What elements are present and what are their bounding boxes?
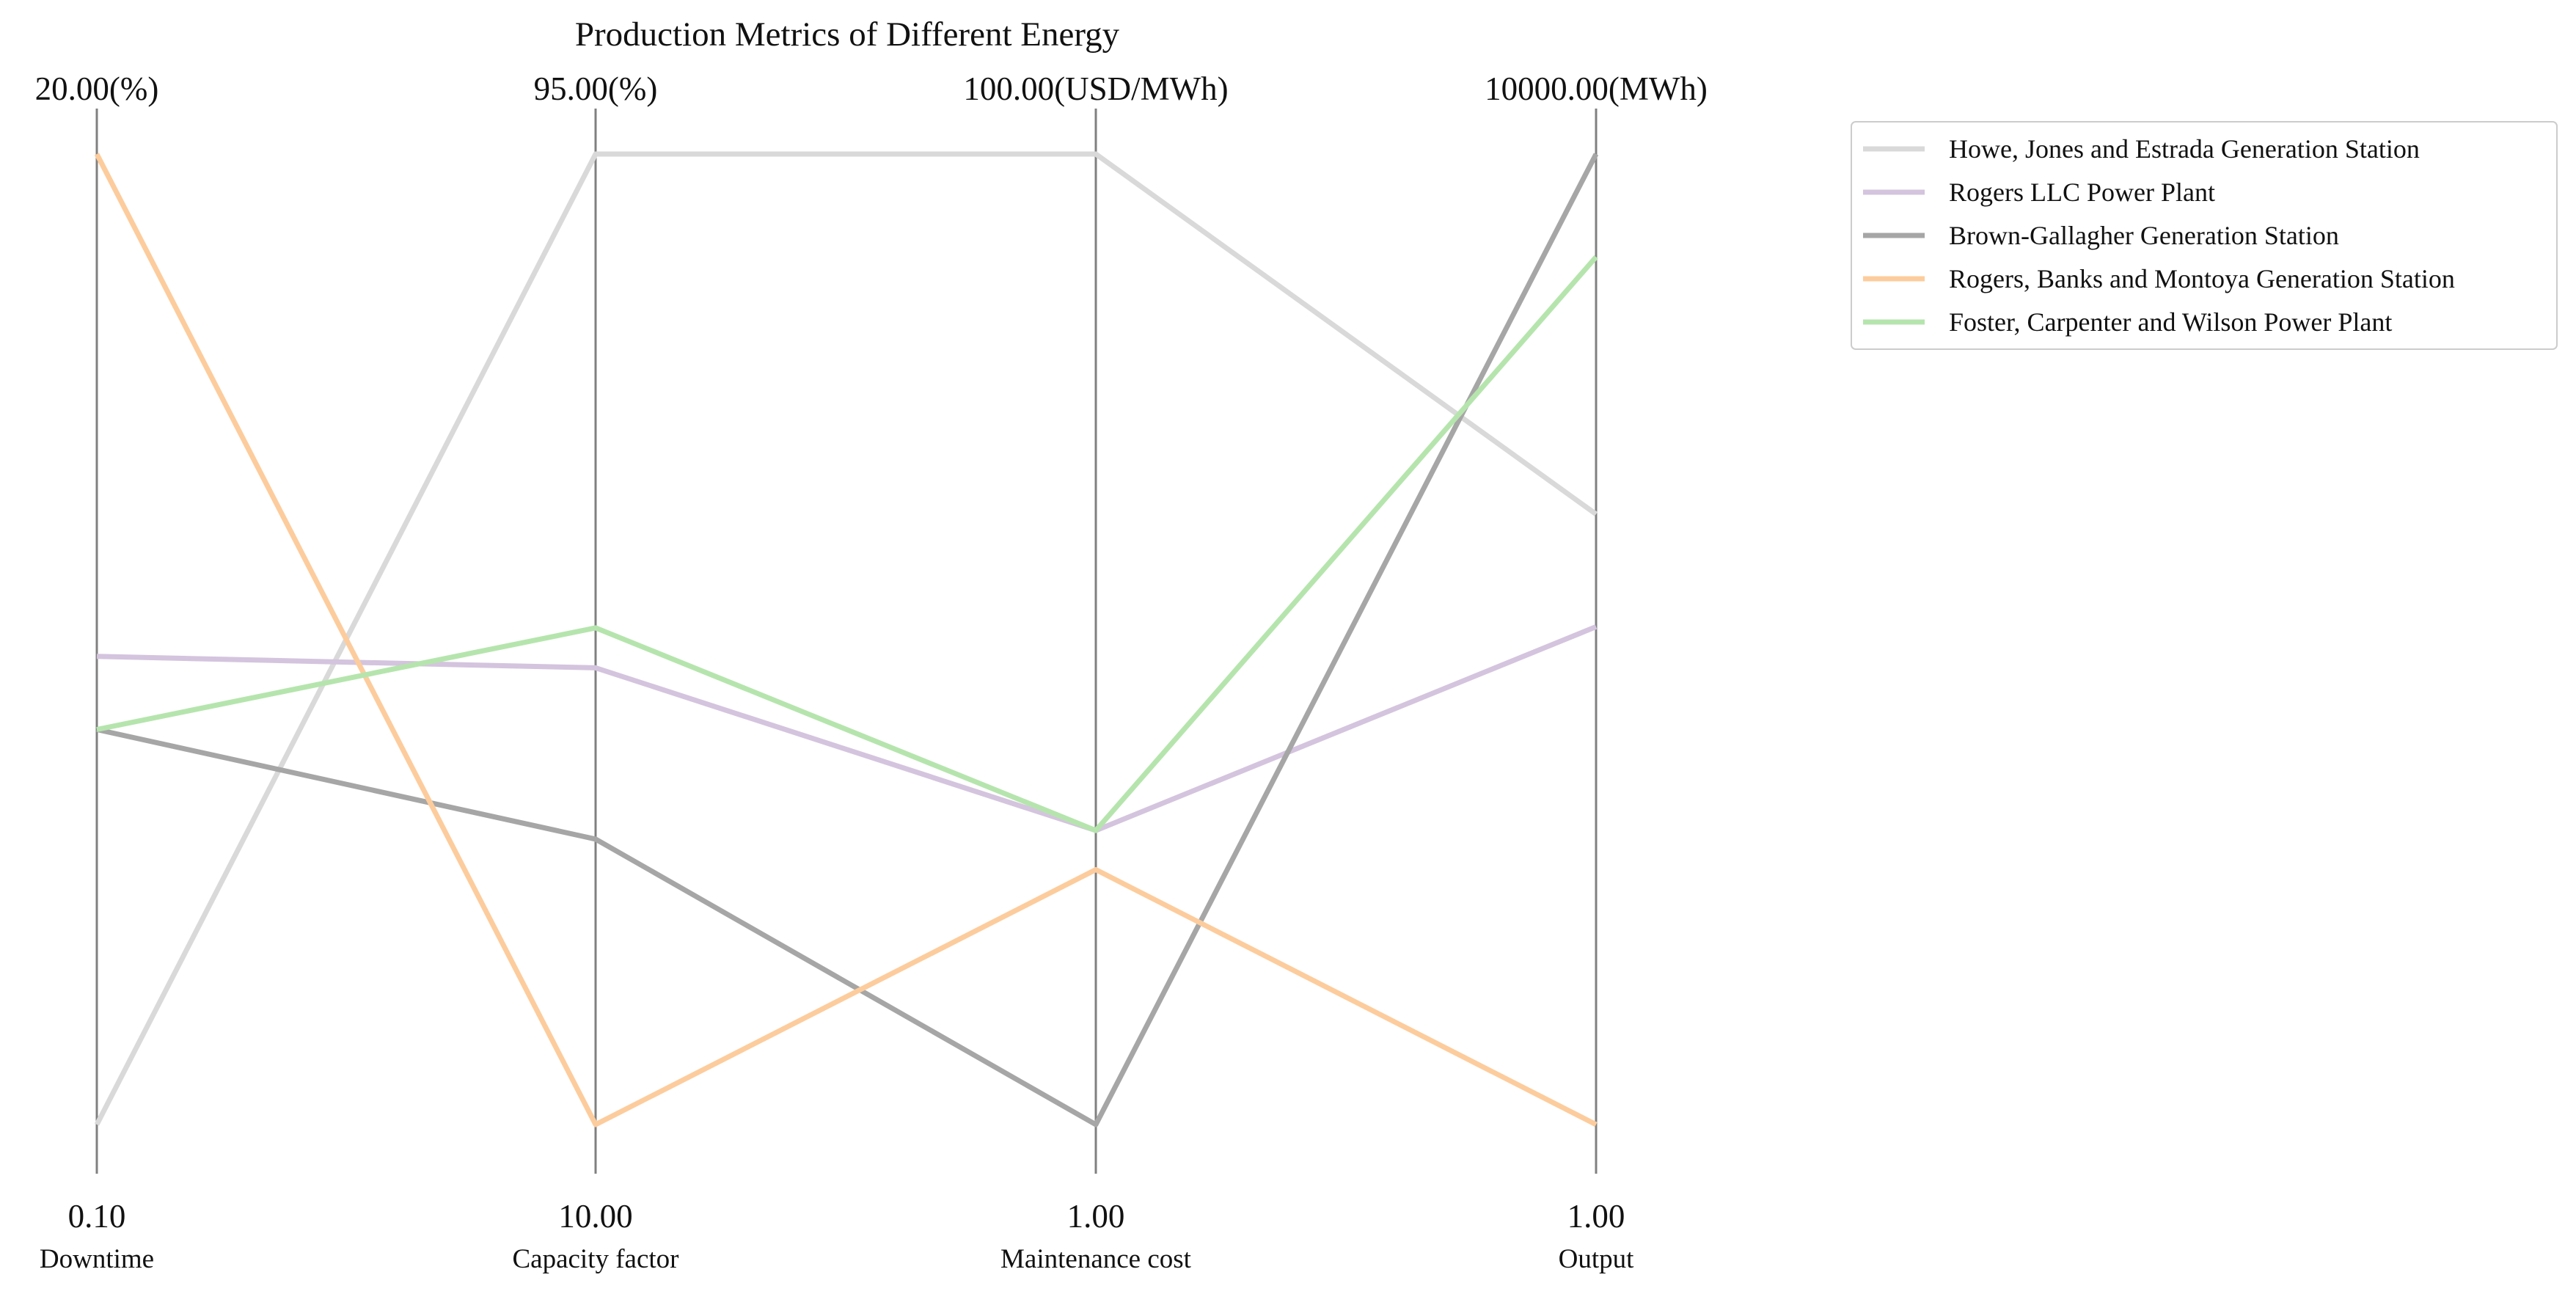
legend-label: Foster, Carpenter and Wilson Power Plant [1949, 307, 2392, 337]
axis-min-label-capacity-factor: 10.00 [558, 1198, 632, 1235]
axis-min-label-downtime: 0.10 [68, 1198, 126, 1235]
series-line-howe-jones-and-estrada-generation-station [94, 151, 1598, 1126]
legend-item-rogers-llc-power-plant: Rogers LLC Power Plant [1863, 178, 2215, 207]
legend-label: Howe, Jones and Estrada Generation Stati… [1949, 134, 2420, 164]
legend-frame [1851, 121, 2558, 350]
axis-name-downtime: Downtime [40, 1244, 154, 1274]
series-line-foster-carpenter-and-wilson-power-plant [96, 255, 1598, 833]
legend-label: Rogers LLC Power Plant [1949, 178, 2215, 207]
series-line-rogers-llc-power-plant [96, 624, 1598, 833]
legend-item-foster-carpenter-and-wilson-power-plant: Foster, Carpenter and Wilson Power Plant [1863, 307, 2392, 337]
series-line-brown-gallagher-generation-station [96, 153, 1599, 1127]
chart-title: Production Metrics of Different Energy [575, 15, 1120, 54]
axis-min-label-maintenance-cost: 1.00 [1067, 1198, 1125, 1235]
legend: Howe, Jones and Estrada Generation Stati… [1851, 121, 2558, 350]
legend-item-brown-gallagher-generation-station: Brown-Gallagher Generation Station [1863, 221, 2339, 250]
legend-items: Howe, Jones and Estrada Generation Stati… [1863, 134, 2455, 337]
series-line-rogers-banks-and-montoya-generation-station [94, 153, 1598, 1127]
legend-item-rogers-banks-and-montoya-generation-station: Rogers, Banks and Montoya Generation Sta… [1863, 264, 2455, 293]
axis-name-output: Output [1559, 1244, 1635, 1274]
axis-max-label-output: 10000.00(MWh) [1485, 70, 1708, 107]
legend-label: Rogers, Banks and Montoya Generation Sta… [1949, 264, 2455, 293]
legend-item-howe-jones-and-estrada-generation-station: Howe, Jones and Estrada Generation Stati… [1863, 134, 2420, 164]
axis-max-label-maintenance-cost: 100.00(USD/MWh) [963, 70, 1228, 107]
axes-layer: 20.00(%) 0.10 Downtime 95.00(%) 10.00 Capacit… [35, 70, 1708, 1274]
axis-max-label-downtime: 20.00(%) [35, 70, 159, 107]
series-lines-layer [94, 151, 1599, 1127]
axis-min-label-output: 1.00 [1567, 1198, 1625, 1235]
axis-max-label-capacity-factor: 95.00(%) [534, 70, 658, 107]
axis-name-maintenance-cost: Maintenance cost [1000, 1244, 1192, 1274]
legend-label: Brown-Gallagher Generation Station [1949, 221, 2339, 250]
axis-name-capacity-factor: Capacity factor [512, 1244, 678, 1274]
